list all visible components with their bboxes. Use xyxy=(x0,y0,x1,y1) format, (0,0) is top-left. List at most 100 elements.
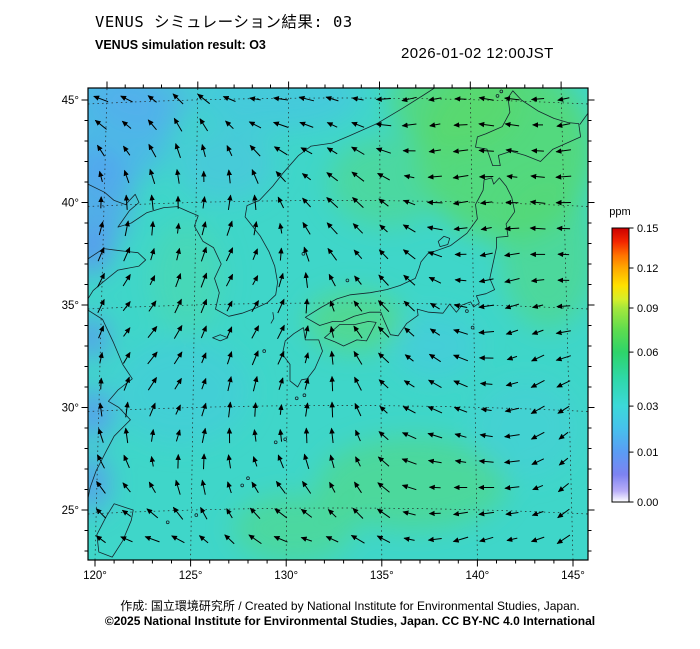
wind-arrow xyxy=(555,355,571,362)
wind-arrow xyxy=(226,481,232,494)
wind-arrow xyxy=(174,298,182,314)
wind-arrow xyxy=(478,95,494,102)
x-axis-tick-label: 120° xyxy=(83,570,107,582)
wind-arrow xyxy=(557,508,570,519)
wind-arrow xyxy=(402,510,416,516)
wind-arrow xyxy=(428,276,442,284)
coastline-path xyxy=(579,113,588,125)
wind-arrow xyxy=(200,143,207,158)
wind-arrow xyxy=(427,174,442,180)
wind-arrow xyxy=(378,431,389,441)
wind-arrow xyxy=(175,247,181,261)
wind-arrow xyxy=(428,484,441,491)
wind-arrow xyxy=(504,252,520,258)
wind-arrow xyxy=(251,350,259,366)
wind-arrow xyxy=(352,197,364,208)
wind-arrow xyxy=(354,275,362,285)
meridian-line xyxy=(469,88,478,560)
wind-arrow xyxy=(530,173,545,180)
wind-arrow xyxy=(504,121,520,128)
wind-arrow xyxy=(252,194,258,211)
wind-arrow xyxy=(122,351,131,364)
wind-arrow xyxy=(506,174,518,180)
wind-arrow xyxy=(298,95,315,102)
wind-arrow xyxy=(93,95,109,103)
small-island xyxy=(165,520,170,525)
wind-arrow xyxy=(226,351,233,365)
wind-arrow xyxy=(329,300,335,312)
small-island xyxy=(499,89,504,94)
wind-arrow xyxy=(98,377,104,390)
wind-arrow xyxy=(478,121,495,128)
wind-arrow xyxy=(530,354,545,362)
wind-arrow xyxy=(300,147,313,155)
wind-arrow xyxy=(401,432,417,440)
wind-arrow xyxy=(174,142,181,159)
wind-arrow xyxy=(504,303,520,310)
page-title-english: VENUS simulation result: O3 xyxy=(95,38,266,52)
wind-arrow xyxy=(122,482,131,493)
wind-arrow xyxy=(555,329,571,336)
wind-arrow xyxy=(122,273,131,287)
wind-arrow xyxy=(506,355,518,361)
coastline-path xyxy=(96,503,134,558)
wind-arrow xyxy=(97,246,105,262)
map-frame xyxy=(87,87,589,561)
credit-line: 作成: 国立環境研究所 / Created by National Instit… xyxy=(120,599,580,613)
wind-arrow xyxy=(175,272,182,288)
wind-arrow xyxy=(123,169,130,184)
axis-ticks xyxy=(81,81,595,567)
axis-labels: 120° 125° 130° 135° 140° 145° 25° 30° 35° 40° 45° xyxy=(62,95,585,582)
wind-arrow xyxy=(172,93,184,105)
page-title-japanese: VENUS シミュレーション結果: 03 xyxy=(95,13,353,31)
wind-arrow xyxy=(147,325,158,339)
o3-field-region xyxy=(150,221,224,336)
wind-arrow xyxy=(274,508,288,519)
wind-arrow xyxy=(225,273,234,287)
wind-arrow xyxy=(252,402,258,417)
wind-arrow xyxy=(352,507,364,519)
wind-arrow xyxy=(175,429,181,442)
wind-arrow xyxy=(404,327,415,337)
wind-arrow xyxy=(97,144,105,157)
wind-arrow xyxy=(530,405,545,414)
wind-arrow xyxy=(302,221,311,235)
wind-arrow xyxy=(453,225,468,232)
wind-arrow xyxy=(329,454,335,469)
wind-arrow xyxy=(351,121,365,128)
wind-arrow xyxy=(426,225,443,231)
meridian-line xyxy=(94,88,108,560)
wind-arrow xyxy=(329,401,335,418)
wind-arrow xyxy=(428,96,442,102)
wind-arrow xyxy=(273,146,288,156)
wind-arrow xyxy=(377,482,390,493)
x-axis-tick-label: 130° xyxy=(274,570,298,582)
wind-arrow xyxy=(505,329,519,335)
o3-concentration-layer xyxy=(88,88,588,560)
wind-arrow xyxy=(201,196,207,209)
wind-arrow xyxy=(171,535,185,544)
wind-arrow xyxy=(123,454,130,469)
meridian-line xyxy=(190,88,199,560)
wind-arrow xyxy=(304,325,310,339)
wind-arrow xyxy=(329,325,335,338)
wind-arrow xyxy=(304,298,310,314)
wind-arrow xyxy=(454,277,467,283)
wind-arrow xyxy=(555,174,572,180)
wind-arrow xyxy=(378,198,389,207)
wind-arrow xyxy=(376,535,391,544)
o3-field-region xyxy=(389,88,520,152)
wind-arrow xyxy=(452,536,469,543)
wind-arrow xyxy=(478,278,494,284)
wind-arrow xyxy=(249,144,261,157)
wind-arrow xyxy=(172,506,184,520)
wind-arrow xyxy=(227,194,233,210)
wind-arrow xyxy=(251,325,260,339)
wind-arrow xyxy=(505,148,519,154)
wind-arrow xyxy=(354,376,362,391)
wind-arrow xyxy=(351,146,365,155)
wind-arrow xyxy=(401,458,417,465)
wind-arrow xyxy=(304,377,310,390)
wind-arrow xyxy=(272,121,289,128)
